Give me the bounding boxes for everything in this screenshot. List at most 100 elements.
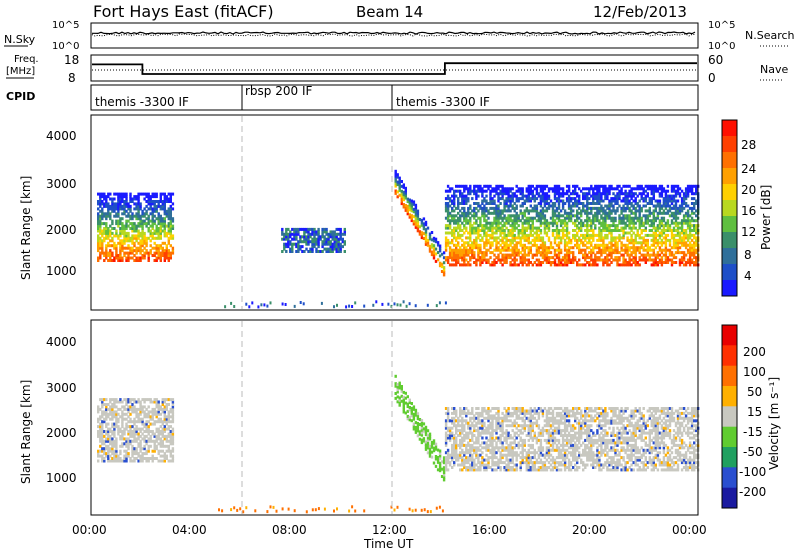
power-cell bbox=[565, 261, 569, 264]
power-cell bbox=[495, 261, 498, 264]
velocity-cell bbox=[161, 422, 164, 426]
power-cell bbox=[121, 192, 124, 196]
velocity-cell bbox=[479, 443, 482, 447]
power-cell bbox=[169, 209, 172, 213]
power-cell bbox=[473, 226, 476, 230]
velocity-cell bbox=[398, 396, 401, 400]
power-cell bbox=[650, 253, 653, 257]
power-cell bbox=[684, 229, 688, 232]
power-cell bbox=[614, 187, 617, 191]
power-cell bbox=[131, 222, 134, 226]
power-cell bbox=[535, 226, 539, 230]
power-cell bbox=[695, 251, 698, 255]
power-cell bbox=[559, 192, 563, 196]
power-cell bbox=[616, 236, 619, 240]
power-cell bbox=[125, 236, 128, 240]
power-cell bbox=[321, 232, 324, 236]
power-cell bbox=[644, 199, 647, 203]
power-cell bbox=[335, 227, 338, 231]
power-cell bbox=[567, 189, 571, 193]
velocity-cell bbox=[442, 461, 446, 465]
power-cell bbox=[529, 219, 532, 223]
velocity-cell bbox=[451, 458, 454, 462]
power-cell bbox=[163, 241, 166, 245]
power-cell bbox=[471, 246, 474, 250]
power-cell bbox=[695, 263, 698, 267]
power-cell bbox=[690, 229, 694, 232]
power-cell bbox=[515, 219, 518, 223]
power-cell bbox=[165, 197, 168, 201]
power-cell bbox=[539, 224, 543, 228]
power-cell bbox=[604, 258, 607, 262]
power-cell bbox=[463, 246, 466, 250]
power-cell bbox=[493, 263, 496, 267]
power-cell bbox=[666, 184, 670, 188]
velocity-cell bbox=[159, 405, 162, 409]
power-cell bbox=[467, 187, 470, 191]
power-cell bbox=[412, 210, 416, 214]
power-cell bbox=[604, 221, 607, 225]
power-cell bbox=[121, 197, 124, 201]
power-cell bbox=[541, 216, 545, 220]
power-cell bbox=[604, 184, 607, 188]
power-cell bbox=[660, 221, 664, 225]
power-cell bbox=[499, 209, 502, 213]
power-cell bbox=[129, 217, 132, 221]
power-cell bbox=[545, 184, 549, 188]
power-cell bbox=[592, 233, 595, 237]
power-cell bbox=[509, 238, 512, 242]
velocity-cell bbox=[103, 442, 106, 446]
power-cell bbox=[541, 238, 545, 242]
power-cell bbox=[479, 184, 482, 188]
power-cell bbox=[469, 221, 472, 225]
power-cell bbox=[680, 256, 684, 260]
power-cell bbox=[690, 248, 694, 252]
power-cell bbox=[414, 218, 418, 222]
power-cell bbox=[545, 226, 549, 230]
power-cell bbox=[690, 224, 694, 228]
power-cell bbox=[521, 229, 524, 232]
power-cell bbox=[672, 236, 676, 240]
power-cell bbox=[131, 200, 134, 203]
velocity-cell bbox=[141, 459, 144, 463]
power-cell bbox=[557, 253, 561, 257]
velocity-cell bbox=[129, 442, 132, 446]
power-cell bbox=[684, 194, 688, 198]
power-cell bbox=[586, 224, 589, 228]
power-cell bbox=[551, 246, 555, 250]
power-cell bbox=[648, 211, 651, 215]
velocity-cell bbox=[155, 447, 158, 451]
power-cell bbox=[565, 253, 569, 257]
power-cell bbox=[535, 189, 539, 193]
power-cell bbox=[503, 229, 506, 232]
power-cell bbox=[163, 219, 166, 223]
power-cell bbox=[600, 231, 603, 235]
power-cell bbox=[477, 248, 480, 252]
power-cell bbox=[582, 243, 585, 247]
velocity-cell bbox=[163, 400, 166, 404]
power-cell bbox=[565, 236, 569, 240]
power-cell bbox=[424, 220, 428, 224]
power-cell bbox=[604, 194, 607, 198]
power-cell bbox=[658, 209, 662, 213]
power-cell bbox=[680, 197, 684, 201]
power-cell bbox=[451, 258, 454, 262]
power-cell bbox=[531, 221, 534, 225]
power-cell bbox=[684, 202, 688, 205]
velocity-cell bbox=[103, 457, 106, 460]
power-cell bbox=[127, 219, 130, 223]
power-cell bbox=[497, 204, 500, 208]
power-cell bbox=[622, 226, 625, 230]
power-cell bbox=[329, 240, 332, 244]
velocity-cell bbox=[479, 468, 482, 472]
power-cell bbox=[539, 253, 543, 257]
velocity-cell bbox=[394, 382, 397, 386]
power-cell bbox=[129, 207, 132, 211]
power-cell bbox=[517, 251, 520, 255]
power-cell bbox=[137, 207, 140, 211]
power-cell bbox=[131, 197, 134, 201]
velocity-cell bbox=[446, 458, 450, 462]
power-cell bbox=[578, 216, 581, 220]
power-cell bbox=[467, 214, 470, 218]
power-cell bbox=[614, 256, 617, 260]
